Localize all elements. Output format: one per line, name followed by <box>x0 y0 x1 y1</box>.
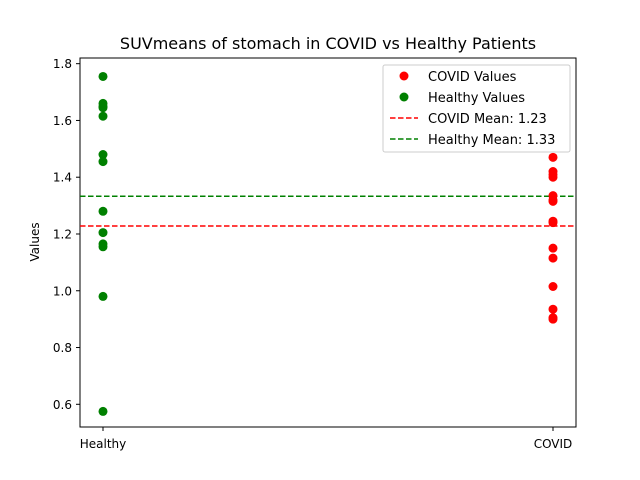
data-points <box>98 71 558 416</box>
data-point <box>548 243 558 253</box>
y-axis-label: Values <box>28 222 42 261</box>
data-point <box>98 228 108 238</box>
data-point <box>98 157 108 167</box>
data-point <box>548 172 558 182</box>
data-point <box>548 196 558 206</box>
legend-label-covid-mean: COVID Mean: 1.23 <box>428 112 547 127</box>
y-tick-label: 1.4 <box>53 171 72 185</box>
data-point <box>98 103 108 113</box>
x-tick-label: COVID <box>534 437 573 451</box>
data-point <box>548 304 558 314</box>
data-point <box>98 242 108 252</box>
y-tick-label: 1.8 <box>53 57 72 71</box>
chart-title: SUVmeans of stomach in COVID vs Healthy … <box>120 34 536 53</box>
data-point <box>548 253 558 263</box>
legend-label-healthy-mean: Healthy Mean: 1.33 <box>428 133 555 148</box>
legend-frame <box>382 64 571 153</box>
y-tick-label: 0.8 <box>53 341 72 355</box>
data-point <box>98 206 108 216</box>
x-tick-label: Healthy <box>80 437 127 451</box>
data-point <box>548 314 558 324</box>
legend: COVID Values Healthy Values COVID Mean: … <box>382 64 571 153</box>
x-axis: Healthy COVID <box>80 427 573 451</box>
legend-label-covid-values: COVID Values <box>428 70 517 85</box>
legend-marker-healthy-values <box>399 92 409 102</box>
data-point <box>98 71 108 81</box>
data-point <box>98 406 108 416</box>
data-point <box>548 218 558 228</box>
data-point <box>548 152 558 162</box>
y-axis: 0.6 0.8 1.0 1.2 1.4 1.6 1.8 <box>53 57 80 412</box>
legend-label-healthy-values: Healthy Values <box>428 91 525 106</box>
data-point <box>548 281 558 291</box>
legend-marker-covid-values <box>399 71 409 81</box>
data-point <box>98 150 108 160</box>
mean-lines <box>80 195 576 227</box>
y-tick-label: 1.6 <box>53 114 72 128</box>
y-tick-label: 0.6 <box>53 398 72 412</box>
data-point <box>98 111 108 121</box>
plot-area-frame <box>79 57 577 428</box>
data-point <box>98 291 108 301</box>
y-tick-label: 1.0 <box>53 284 72 298</box>
y-tick-label: 1.2 <box>53 227 72 241</box>
